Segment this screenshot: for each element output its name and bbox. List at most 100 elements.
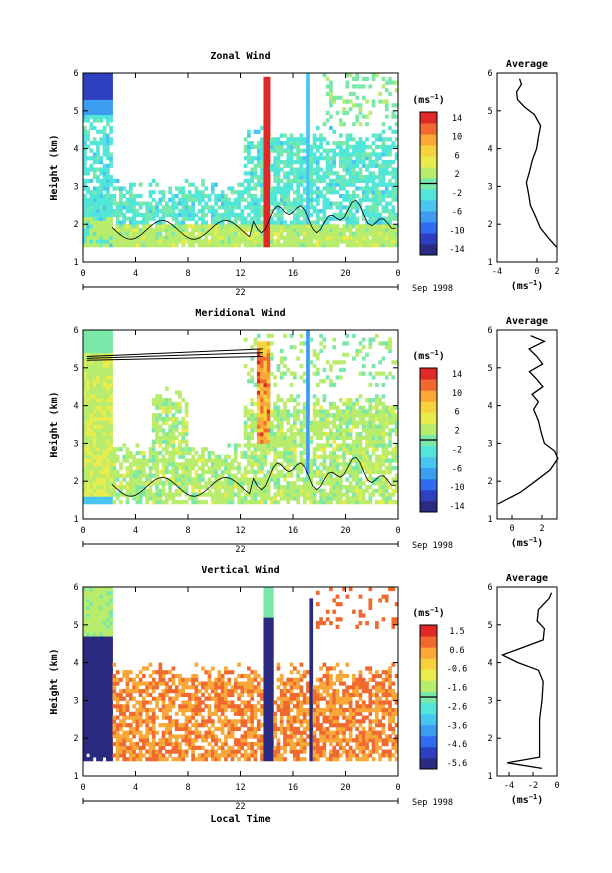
heatmap-cell (293, 216, 297, 221)
colorbar-segment (420, 489, 437, 502)
heatmap-cell (263, 371, 268, 376)
colorbar-tick-label: -2 (452, 445, 462, 455)
heatmap-cell (273, 205, 277, 210)
heatmap-cell (365, 193, 369, 199)
heatmap-cell (361, 337, 366, 342)
heatmap-cell (115, 753, 120, 758)
heatmap-cell (306, 107, 310, 112)
heatmap-cell (283, 466, 287, 471)
heatmap-cell (165, 443, 169, 448)
heatmap-cell (92, 352, 97, 357)
heatmap-cell (214, 235, 218, 240)
heatmap-cell (256, 420, 261, 425)
heatmap-cell (266, 420, 271, 425)
heatmap-cell (253, 413, 258, 418)
heatmap-cell (302, 235, 307, 240)
heatmap-cell (99, 394, 104, 399)
heatmap-cell (119, 711, 123, 716)
heatmap-cell (247, 152, 251, 157)
heatmap-cell (384, 235, 389, 240)
heatmap-cell (273, 477, 277, 482)
heatmap-cell (96, 84, 100, 89)
heatmap-cell (256, 141, 261, 146)
heatmap-cell (220, 193, 225, 199)
heatmap-cell (256, 243, 261, 248)
heatmap-cell (348, 409, 353, 414)
heatmap-cell (217, 454, 222, 459)
heatmap-cell (115, 224, 120, 229)
heatmap-cell (391, 405, 396, 410)
heatmap-cell (266, 496, 271, 501)
heatmap-cell (122, 689, 127, 694)
heatmap-cell (92, 405, 97, 410)
heatmap-cell (270, 473, 274, 478)
heatmap-cell (352, 496, 356, 501)
heatmap-cell (256, 156, 261, 161)
heatmap-cell (371, 141, 376, 146)
heatmap-cell (105, 337, 110, 342)
heatmap-cell (263, 462, 268, 467)
heatmap-cell (263, 133, 268, 138)
heatmap-cell (135, 212, 140, 218)
heatmap-cell (119, 689, 123, 694)
heatmap-cell (293, 416, 297, 422)
heatmap-cell (319, 409, 323, 414)
heatmap-cell (266, 122, 271, 127)
heatmap-cell (306, 231, 310, 236)
heatmap-cell (89, 730, 94, 735)
heatmap-cell (375, 447, 379, 452)
heatmap-cell (378, 484, 382, 490)
heatmap-cell (345, 212, 350, 218)
heatmap-cell (96, 99, 100, 104)
heatmap-cell (273, 484, 277, 490)
heatmap-cell (158, 428, 163, 433)
heatmap-cell (109, 707, 113, 713)
heatmap-cell (394, 432, 399, 437)
heatmap-cell (256, 443, 261, 448)
heatmap-cell (201, 205, 205, 210)
heatmap-cell (345, 428, 350, 433)
heatmap-cell (342, 360, 346, 365)
heatmap-cell (86, 666, 90, 671)
heatmap-cell (125, 197, 130, 202)
heatmap-cell (312, 401, 317, 406)
heatmap-cell (240, 224, 245, 229)
heatmap-cell (368, 401, 373, 406)
heatmap-cell (138, 500, 143, 505)
heatmap-cell (381, 488, 386, 493)
heatmap-cell (263, 398, 268, 403)
heatmap-cell (286, 171, 291, 176)
average-x-tick-label: 0 (534, 267, 539, 277)
heatmap-cell (368, 159, 373, 165)
heatmap-cell (184, 492, 189, 497)
heatmap-cell (256, 201, 261, 206)
heatmap-cell (119, 235, 123, 240)
heatmap-cell (270, 424, 274, 429)
heatmap-cell (122, 670, 127, 675)
heatmap-cell (89, 707, 94, 713)
heatmap-cell (99, 118, 104, 123)
heatmap-cell (338, 231, 343, 236)
heatmap-cell (371, 186, 376, 191)
heatmap-cell (89, 224, 94, 229)
heatmap-cell (184, 488, 189, 493)
heatmap-cell (109, 466, 113, 471)
heatmap-cell (214, 496, 218, 501)
heatmap-cell (96, 227, 100, 233)
heatmap-cell (197, 454, 202, 459)
heatmap-cell (375, 205, 379, 210)
heatmap-cell (89, 125, 94, 131)
heatmap-cell (125, 216, 130, 221)
heatmap-cell (138, 182, 143, 187)
heatmap-cell (102, 753, 107, 758)
heatmap-cell (247, 201, 251, 206)
heatmap-cell (86, 439, 90, 444)
heatmap-cell (361, 462, 366, 467)
heatmap-cell (138, 484, 143, 490)
heatmap-cell (237, 481, 241, 486)
heatmap-cell (105, 133, 110, 138)
heatmap-cell (296, 413, 300, 418)
heatmap-cell (361, 450, 366, 456)
heatmap-cell (86, 212, 90, 218)
heatmap-cell (253, 175, 258, 180)
